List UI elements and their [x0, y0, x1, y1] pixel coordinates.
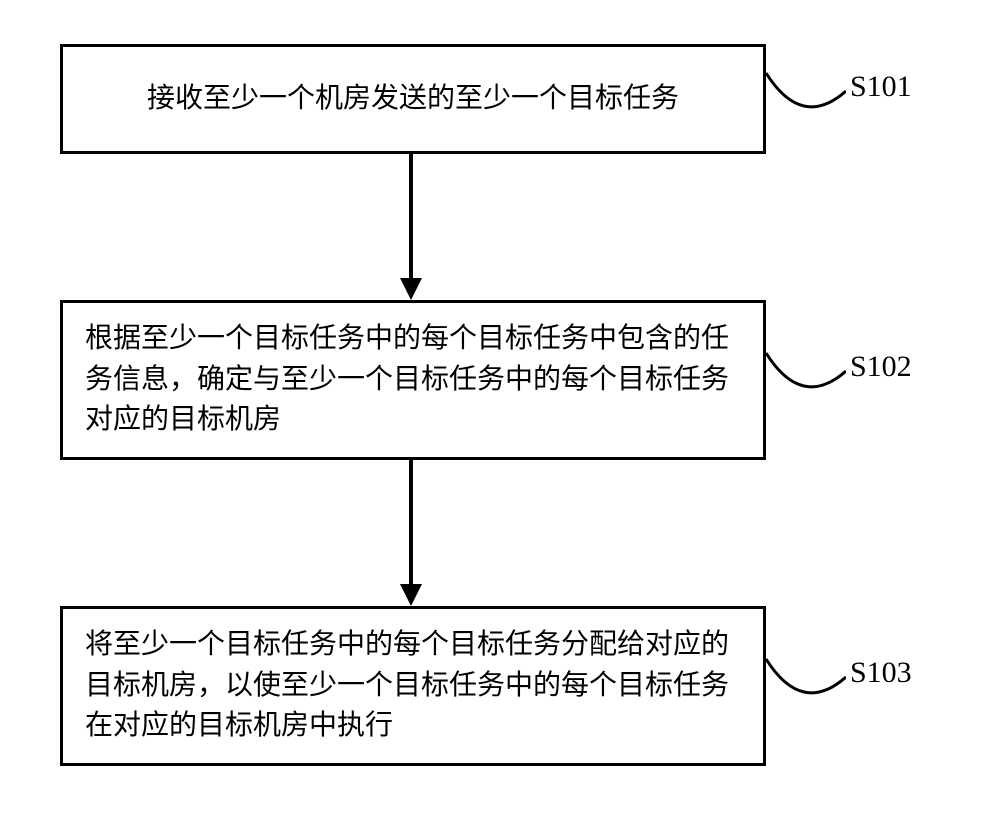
step-label-s102: S102 [850, 350, 912, 384]
flow-node-text: 根据至少一个目标任务中的每个目标任务中包含的任务信息，确定与至少一个目标任务中的… [85, 319, 741, 441]
flow-node-n2: 根据至少一个目标任务中的每个目标任务中包含的任务信息，确定与至少一个目标任务中的… [60, 300, 766, 460]
flowchart-canvas: 接收至少一个机房发送的至少一个目标任务根据至少一个目标任务中的每个目标任务中包含… [0, 0, 1000, 826]
arrow-line [409, 460, 413, 584]
arrow-line [409, 154, 413, 278]
flow-node-text: 接收至少一个机房发送的至少一个目标任务 [85, 79, 741, 120]
arrow-head-icon [400, 584, 422, 606]
arrow-head-icon [400, 278, 422, 300]
flow-node-text: 将至少一个目标任务中的每个目标任务分配给对应的目标机房，以使至少一个目标任务中的… [85, 625, 741, 747]
flow-node-n1: 接收至少一个机房发送的至少一个目标任务 [60, 44, 766, 154]
label-connector [766, 350, 846, 410]
flow-node-n3: 将至少一个目标任务中的每个目标任务分配给对应的目标机房，以使至少一个目标任务中的… [60, 606, 766, 766]
label-connector [766, 656, 846, 716]
step-label-s103: S103 [850, 656, 912, 690]
label-connector [766, 70, 846, 130]
step-label-s101: S101 [850, 70, 912, 104]
